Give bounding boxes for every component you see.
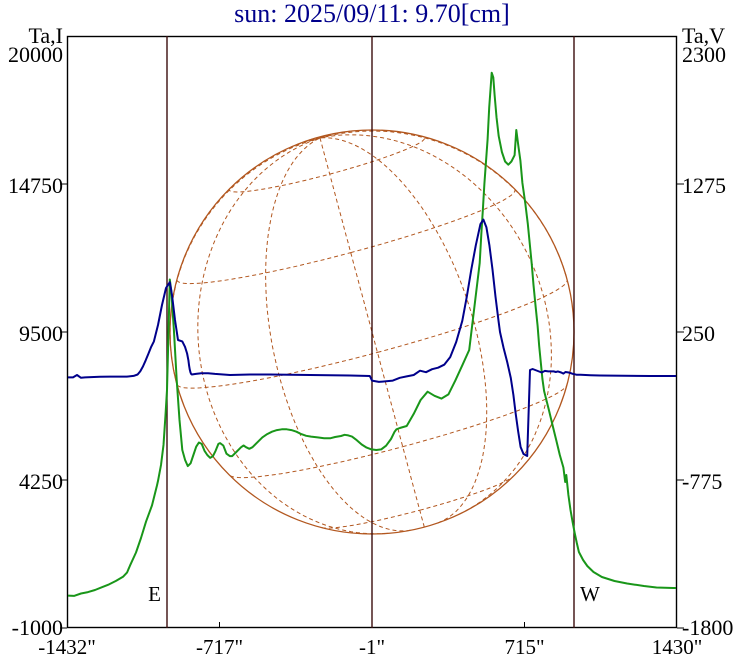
svg-text:-775: -775	[682, 469, 722, 494]
svg-text:4250: 4250	[19, 469, 63, 494]
svg-text:2300: 2300	[682, 42, 726, 67]
svg-text:14750: 14750	[8, 173, 63, 198]
svg-text:1275: 1275	[682, 173, 726, 198]
svg-text:-1432": -1432"	[38, 635, 96, 659]
svg-text:9500: 9500	[19, 321, 63, 346]
svg-text:715": 715"	[504, 635, 544, 659]
svg-text:-1": -1"	[359, 635, 385, 659]
svg-text:W: W	[580, 582, 600, 606]
svg-text:-717": -717"	[196, 635, 243, 659]
svg-text:1430": 1430"	[652, 635, 703, 659]
svg-text:sun: 2025/09/11: 9.70[cm]: sun: 2025/09/11: 9.70[cm]	[234, 0, 510, 28]
svg-text:250: 250	[682, 321, 715, 346]
svg-text:20000: 20000	[8, 42, 63, 67]
svg-text:E: E	[148, 582, 161, 606]
